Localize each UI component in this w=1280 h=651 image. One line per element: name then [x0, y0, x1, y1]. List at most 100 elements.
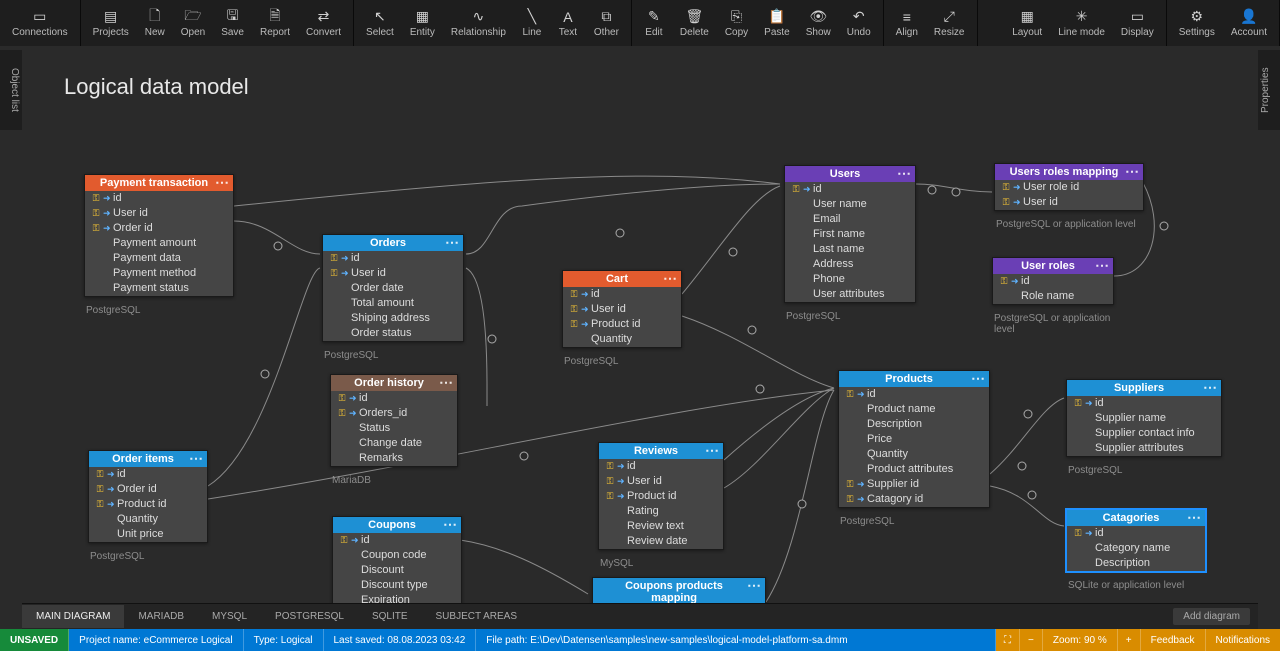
entity-header[interactable]: Coupons⋯: [333, 517, 461, 533]
column[interactable]: Change date: [331, 436, 457, 451]
entity-menu-icon[interactable]: ⋯: [971, 373, 985, 383]
entity-header[interactable]: Coupons products mapping⋯: [593, 578, 765, 603]
entity-orders[interactable]: Orders⋯⚿➜id⚿➜User idOrder dateTotal amou…: [322, 234, 464, 342]
column[interactable]: Order date: [323, 281, 463, 296]
column[interactable]: ⚿➜id: [323, 251, 463, 266]
entity-menu-icon[interactable]: ⋯: [1203, 382, 1217, 392]
entity-products[interactable]: Products⋯⚿➜idProduct nameDescriptionPric…: [838, 370, 990, 508]
entity-uroles[interactable]: User roles⋯⚿➜idRole name: [992, 257, 1114, 305]
line-button[interactable]: ╲Line: [514, 0, 550, 46]
column[interactable]: Payment amount: [85, 236, 233, 251]
column[interactable]: ⚿➜id: [839, 387, 989, 402]
copy-button[interactable]: ⎘Copy: [717, 0, 756, 46]
column[interactable]: ⚿➜Orders_id: [331, 406, 457, 421]
align-button[interactable]: ≡Align: [888, 0, 926, 46]
entity-menu-icon[interactable]: ⋯: [1095, 260, 1109, 270]
column[interactable]: ⚿➜User role id: [995, 180, 1143, 195]
expand-icon[interactable]: ⛶: [996, 629, 1020, 651]
new-button[interactable]: 🗋New: [137, 0, 173, 46]
column[interactable]: Supplier attributes: [1067, 441, 1221, 456]
entity-header[interactable]: Orders⋯: [323, 235, 463, 251]
entity-urm[interactable]: Users roles mapping⋯⚿➜User role id⚿➜User…: [994, 163, 1144, 211]
entity-orderhist[interactable]: Order history⋯⚿➜id⚿➜Orders_idStatusChang…: [330, 374, 458, 467]
column[interactable]: First name: [785, 227, 915, 242]
entity-button[interactable]: ▦Entity: [402, 0, 443, 46]
column[interactable]: ⚿➜Product id: [563, 317, 681, 332]
column[interactable]: Review text: [599, 519, 723, 534]
column[interactable]: Payment status: [85, 281, 233, 296]
entity-header[interactable]: Users⋯: [785, 166, 915, 182]
column[interactable]: ⚿➜Product id: [599, 489, 723, 504]
entity-header[interactable]: Order history⋯: [331, 375, 457, 391]
resize-button[interactable]: ⤢Resize: [926, 0, 973, 46]
column[interactable]: Payment data: [85, 251, 233, 266]
relationship-button[interactable]: ∿Relationship: [443, 0, 514, 46]
entity-cart[interactable]: Cart⋯⚿➜id⚿➜User id⚿➜Product idQuantity: [562, 270, 682, 348]
column[interactable]: Quantity: [839, 447, 989, 462]
entity-menu-icon[interactable]: ⋯: [663, 273, 677, 283]
tab-mariadb[interactable]: MARIADB: [124, 605, 198, 628]
column[interactable]: ⚿➜Supplier id: [839, 477, 989, 492]
entity-categories[interactable]: Catagories⋯⚿➜idCategory nameDescription: [1066, 509, 1206, 572]
other-button[interactable]: ⧉Other: [586, 0, 627, 46]
column[interactable]: Description: [1067, 556, 1205, 571]
save-button[interactable]: 🖫Save: [213, 0, 252, 46]
column[interactable]: Phone: [785, 272, 915, 287]
entity-header[interactable]: Payment transaction⋯: [85, 175, 233, 191]
connections-button[interactable]: ▭Connections: [4, 0, 76, 46]
delete-button[interactable]: 🗑Delete: [672, 0, 717, 46]
column[interactable]: Description: [839, 417, 989, 432]
zoom-out-icon[interactable]: −: [1020, 629, 1043, 651]
entity-menu-icon[interactable]: ⋯: [439, 377, 453, 387]
column[interactable]: ⚿➜Product id: [89, 497, 207, 512]
entity-header[interactable]: Catagories⋯: [1067, 510, 1205, 526]
layout-button[interactable]: ▦Layout: [1004, 0, 1050, 46]
tab-main-diagram[interactable]: MAIN DIAGRAM: [22, 605, 124, 628]
column[interactable]: ⚿➜id: [993, 274, 1113, 289]
diagram-canvas[interactable]: Logical data model Payment transaction⋯⚿…: [22, 46, 1258, 603]
entity-header[interactable]: Order items⋯: [89, 451, 207, 467]
column[interactable]: Order status: [323, 326, 463, 341]
zoom-in-icon[interactable]: +: [1118, 629, 1141, 651]
column[interactable]: Unit price: [89, 527, 207, 542]
column[interactable]: Payment method: [85, 266, 233, 281]
column[interactable]: Total amount: [323, 296, 463, 311]
entity-coupons[interactable]: Coupons⋯⚿➜idCoupon codeDiscountDiscount …: [332, 516, 462, 603]
convert-button[interactable]: ⇄Convert: [298, 0, 349, 46]
properties-tab[interactable]: Properties: [1258, 50, 1280, 130]
column[interactable]: ⚿➜id: [1067, 396, 1221, 411]
select-button[interactable]: ↖Select: [358, 0, 402, 46]
undo-button[interactable]: ↶Undo: [839, 0, 879, 46]
notifications-link[interactable]: Notifications: [1206, 629, 1280, 651]
column[interactable]: Expiration: [333, 593, 461, 603]
status-zoom[interactable]: Zoom: 90 %: [1043, 629, 1118, 651]
tab-postgresql[interactable]: POSTGRESQL: [261, 605, 358, 628]
display-button[interactable]: ▭Display: [1113, 0, 1162, 46]
entity-header[interactable]: Cart⋯: [563, 271, 681, 287]
column[interactable]: ⚿➜id: [785, 182, 915, 197]
column[interactable]: ⚿➜id: [333, 533, 461, 548]
tab-mysql[interactable]: MYSQL: [198, 605, 261, 628]
entity-reviews[interactable]: Reviews⋯⚿➜id⚿➜User id⚿➜Product idRatingR…: [598, 442, 724, 550]
entity-menu-icon[interactable]: ⋯: [189, 453, 203, 463]
paste-button[interactable]: 📋Paste: [756, 0, 798, 46]
column[interactable]: ⚿➜User id: [563, 302, 681, 317]
entity-payment[interactable]: Payment transaction⋯⚿➜id⚿➜User id⚿➜Order…: [84, 174, 234, 297]
column[interactable]: Coupon code: [333, 548, 461, 563]
column[interactable]: ⚿➜id: [1067, 526, 1205, 541]
entity-header[interactable]: User roles⋯: [993, 258, 1113, 274]
entity-suppliers[interactable]: Suppliers⋯⚿➜idSupplier nameSupplier cont…: [1066, 379, 1222, 457]
entity-orderitems[interactable]: Order items⋯⚿➜id⚿➜Order id⚿➜Product idQu…: [88, 450, 208, 543]
column[interactable]: ⚿➜id: [563, 287, 681, 302]
entity-header[interactable]: Reviews⋯: [599, 443, 723, 459]
report-button[interactable]: 🗎Report: [252, 0, 298, 46]
column[interactable]: ⚿➜id: [599, 459, 723, 474]
column[interactable]: Email: [785, 212, 915, 227]
entity-users[interactable]: Users⋯⚿➜idUser nameEmailFirst nameLast n…: [784, 165, 916, 303]
column[interactable]: Supplier name: [1067, 411, 1221, 426]
entity-menu-icon[interactable]: ⋯: [705, 445, 719, 455]
column[interactable]: Quantity: [563, 332, 681, 347]
column[interactable]: Category name: [1067, 541, 1205, 556]
text-button[interactable]: AText: [550, 0, 586, 46]
column[interactable]: Quantity: [89, 512, 207, 527]
